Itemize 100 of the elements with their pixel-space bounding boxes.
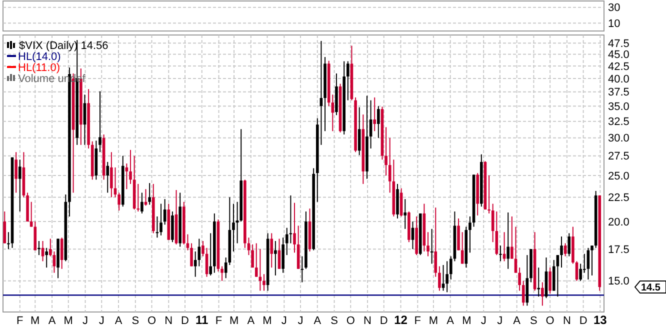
candlestick <box>202 240 204 257</box>
y-tick-label: 17.5 <box>608 244 630 256</box>
candlestick <box>98 90 102 153</box>
x-tick-label: J <box>480 315 486 327</box>
x-tick-label: O <box>546 315 555 327</box>
candlestick <box>52 250 56 274</box>
y-tick-label: 20.0 <box>608 216 630 228</box>
candlestick <box>346 60 350 101</box>
candlestick <box>556 254 560 298</box>
y-tick-label: 22.5 <box>608 192 630 204</box>
y-tick-label: 40.0 <box>608 73 630 86</box>
x-tick-label: 11 <box>196 313 209 327</box>
candlestick <box>468 216 472 254</box>
candlestick <box>194 250 197 278</box>
legend-label: HL(14.0) <box>18 50 61 63</box>
y-tick-label: 30.0 <box>608 132 630 145</box>
x-tick-label: J <box>98 315 104 327</box>
candlestick <box>220 266 224 282</box>
x-tick-label: 12 <box>394 313 408 327</box>
candlestick <box>160 203 162 236</box>
candlestick <box>568 232 571 257</box>
x-tick-label: M <box>30 315 40 327</box>
y-tick-label: 45.0 <box>608 49 630 62</box>
x-tick-label: J <box>281 315 287 327</box>
candlestick <box>38 240 40 256</box>
candlestick <box>442 264 445 292</box>
candlestick <box>590 245 594 276</box>
y-tick-label: 32.5 <box>608 116 630 128</box>
candlestick <box>579 263 582 282</box>
candlestick <box>446 260 448 293</box>
candlestick <box>384 126 388 176</box>
x-tick-label: J <box>497 315 503 327</box>
x-tick-label: J <box>298 315 304 327</box>
candlestick <box>377 106 380 138</box>
x-tick-label: M <box>462 315 472 327</box>
x-tick-label: M <box>428 315 438 327</box>
candlestick <box>564 242 567 257</box>
candlestick <box>118 192 120 211</box>
candlestick <box>198 238 201 267</box>
candlestick <box>400 188 403 217</box>
candlestick <box>60 237 64 270</box>
candlestick <box>510 216 514 260</box>
candlestick <box>438 266 441 292</box>
candlestick <box>3 210 6 244</box>
text: 14.5 <box>641 282 661 294</box>
candlestick <box>129 149 132 184</box>
x-tick-label: M <box>229 315 239 327</box>
candlestick <box>300 256 304 283</box>
candlestick <box>270 232 274 268</box>
x-tick-label: F <box>414 315 422 327</box>
candlestick <box>426 232 430 257</box>
candlestick <box>430 228 434 264</box>
candlestick <box>140 192 144 214</box>
x-tick-label: A <box>247 315 256 327</box>
x-tick-label: A <box>114 315 123 327</box>
y-tick-label: 10 <box>608 18 620 30</box>
candlestick <box>156 216 159 238</box>
candlestick <box>209 232 212 276</box>
candlestick <box>14 152 18 194</box>
candlestick <box>495 210 498 256</box>
x-tick-label: N <box>164 315 173 327</box>
candlestick <box>110 152 113 198</box>
x-tick-label: S <box>530 315 538 327</box>
x-tick-label: 13 <box>594 313 608 327</box>
candlestick <box>274 240 277 276</box>
candlestick <box>41 240 44 262</box>
candlestick <box>190 242 193 267</box>
x-tick-label: M <box>64 315 73 327</box>
candlestick <box>148 182 151 206</box>
y-tick-label: 37.5 <box>608 86 630 99</box>
candlestick <box>548 267 552 294</box>
x-tick-label: O <box>147 315 156 327</box>
x-tick-label: O <box>346 315 356 327</box>
candlestick <box>232 203 235 252</box>
candlestick <box>45 247 48 268</box>
candlestick <box>518 267 521 292</box>
candlestick <box>18 159 22 212</box>
candlestick <box>434 207 438 278</box>
y-tick-label: 35.0 <box>608 100 630 113</box>
y-tick-label: 42.5 <box>608 60 630 73</box>
x-tick-label: A <box>446 315 455 327</box>
candlestick <box>404 198 407 230</box>
x-tick-label: J <box>82 315 88 327</box>
x-tick-label: D <box>380 315 388 327</box>
candlestick <box>560 236 563 268</box>
candlestick <box>34 221 37 251</box>
x-tick-label: S <box>132 315 140 327</box>
candlestick <box>537 267 540 298</box>
x-tick-label: D <box>579 315 588 327</box>
x-tick-label: A <box>513 315 522 327</box>
candlestick <box>289 194 292 244</box>
x-tick-label: F <box>215 315 222 327</box>
candlestick <box>499 245 502 262</box>
candlestick <box>522 280 525 306</box>
candlestick <box>251 244 254 268</box>
candlestick <box>106 161 110 194</box>
y-tick-label: 30 <box>608 2 620 14</box>
x-tick-label: F <box>16 315 24 327</box>
y-tick-label: 15.0 <box>608 276 630 288</box>
candlestick <box>373 96 376 132</box>
